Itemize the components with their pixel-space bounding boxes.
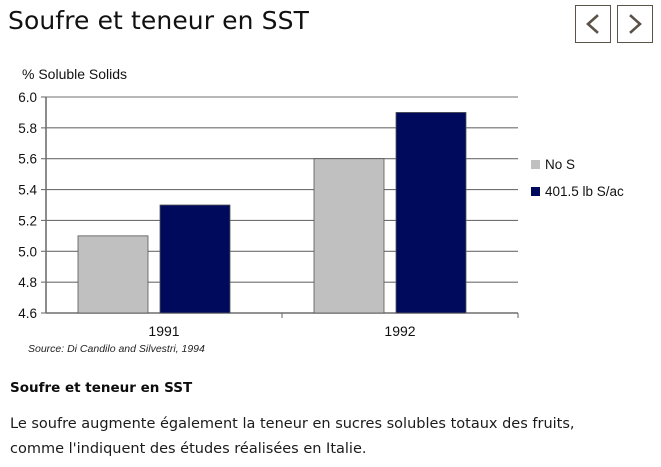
chevron-right-icon xyxy=(627,13,643,35)
legend-label-2: 401.5 lb S/ac xyxy=(545,184,624,199)
y-tick-label: 5.2 xyxy=(18,213,37,228)
bar-group xyxy=(77,112,467,314)
y-tick-label: 6.0 xyxy=(18,90,37,105)
y-axis-title: % Soluble Solids xyxy=(22,66,128,82)
bar-1992-401-5-lb-s-ac xyxy=(395,112,467,314)
x-tick-label: 1992 xyxy=(384,323,415,339)
previous-slide-button[interactable] xyxy=(575,5,611,43)
chart-figure: % Soluble Solids 4.6 4.8 5.0 5.2 5.4 5.6 5.8 6.… xyxy=(0,50,661,372)
bar-1992-no-s xyxy=(313,158,385,314)
bar-chart: 4.6 4.8 5.0 5.2 5.4 5.6 5.8 6.0 1991 1992 No S 40… xyxy=(18,90,624,339)
x-axis-ticks: 1991 1992 xyxy=(148,313,519,339)
source-note: Source: Di Candilo and Silvestri, 1994 xyxy=(28,343,205,355)
legend-swatch-2 xyxy=(531,187,540,196)
bar-1991-no-s xyxy=(77,235,149,314)
y-tick-label: 5.4 xyxy=(18,183,37,198)
y-axis-ticks: 4.6 4.8 5.0 5.2 5.4 5.6 5.8 6.0 xyxy=(18,90,46,321)
y-tick-label: 5.6 xyxy=(18,152,37,167)
x-tick-label: 1991 xyxy=(148,323,179,339)
caption-heading: Soufre et teneur en SST xyxy=(10,380,193,396)
y-tick-label: 5.0 xyxy=(18,244,37,259)
page-title: Soufre et teneur en SST xyxy=(8,6,309,35)
caption-body: Le soufre augmente également la teneur e… xyxy=(10,416,575,457)
y-tick-label: 4.6 xyxy=(18,306,37,321)
legend-label-1: No S xyxy=(545,157,575,172)
chevron-left-icon xyxy=(585,13,601,35)
chart-legend: No S 401.5 lb S/ac xyxy=(531,157,624,199)
bar-1991-401-5-lb-s-ac xyxy=(159,204,231,314)
page-header: Soufre et teneur en SST xyxy=(0,0,661,50)
y-tick-label: 4.8 xyxy=(18,275,37,290)
y-tick-label: 5.8 xyxy=(18,121,37,136)
legend-swatch-1 xyxy=(531,160,540,169)
slide-navigation xyxy=(575,5,653,43)
next-slide-button[interactable] xyxy=(617,5,653,43)
